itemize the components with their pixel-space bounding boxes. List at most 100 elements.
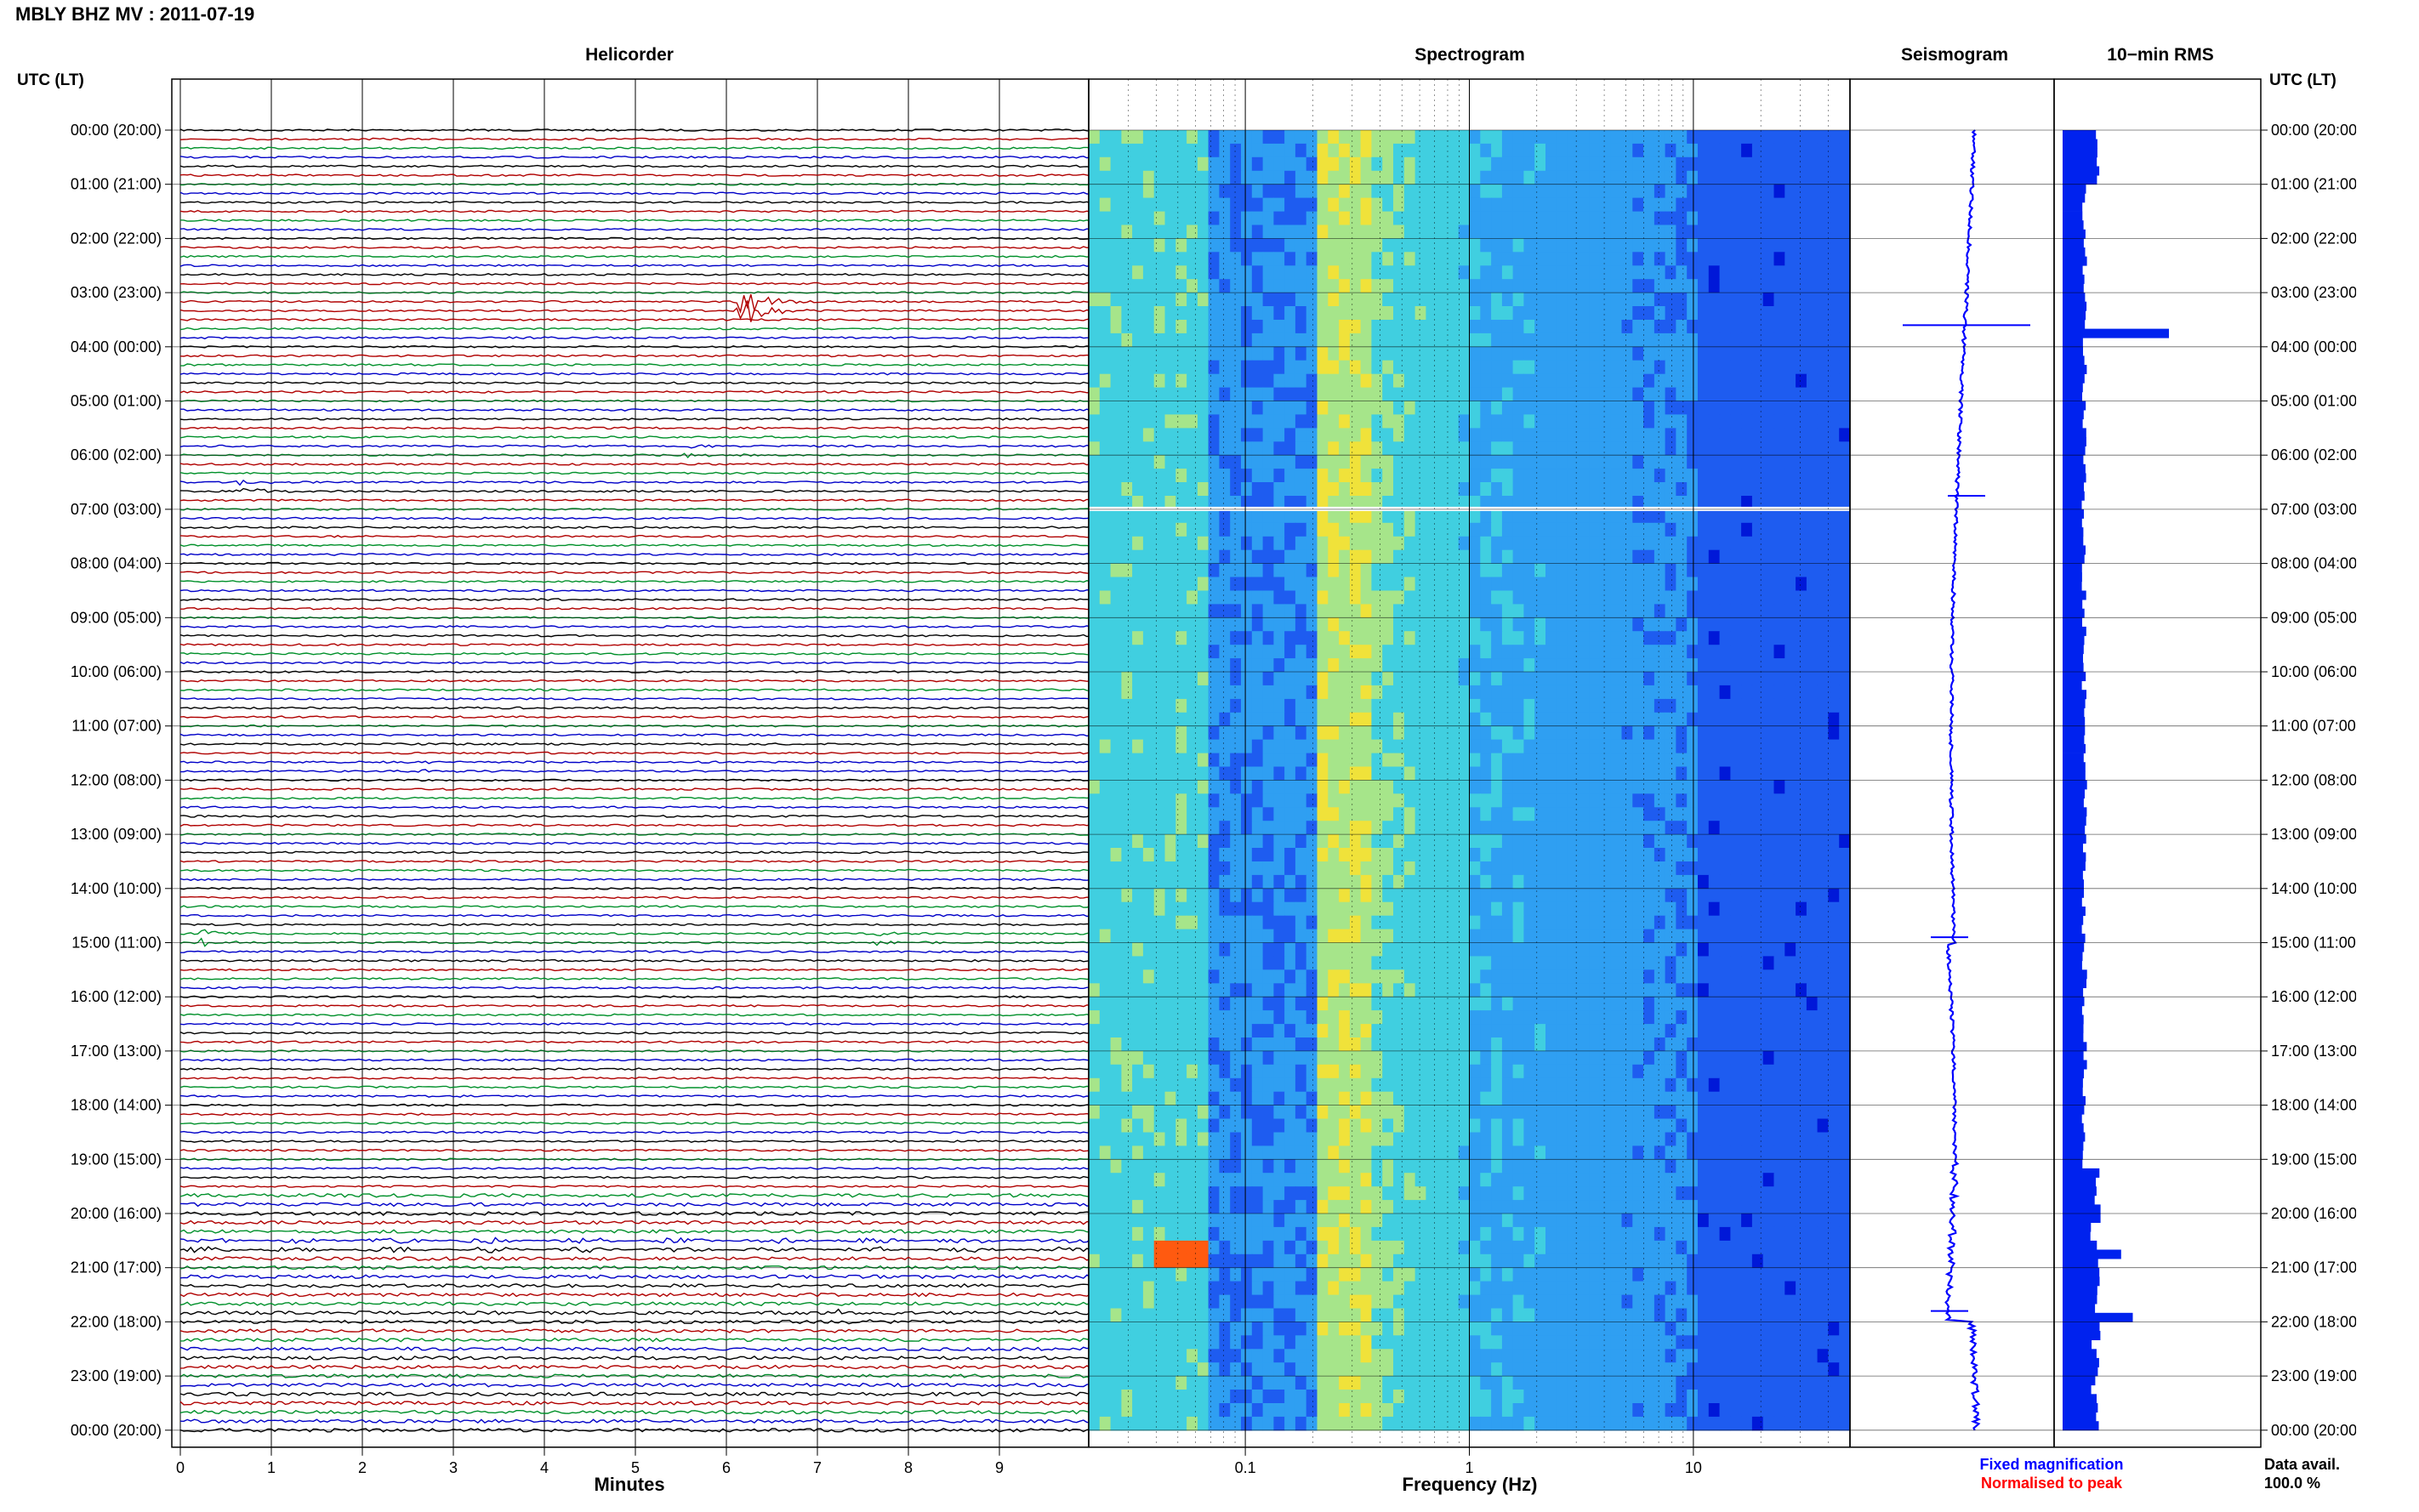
spectrogram-cell (1698, 197, 1710, 213)
spectrogram-cell (1589, 617, 1601, 632)
spectrogram-cell (1687, 373, 1699, 389)
spectrogram-cell (1610, 725, 1623, 741)
spectrogram-cell (1175, 333, 1187, 348)
spectrogram-cell (1317, 685, 1329, 700)
spectrogram-cell (1230, 739, 1242, 754)
spectrogram-cell (1273, 441, 1285, 456)
spectrogram-cell (1251, 225, 1264, 239)
spectrogram-cell (1610, 536, 1623, 551)
spectrogram-cell (1643, 211, 1655, 226)
spectrogram-cell (1142, 793, 1155, 808)
spectrogram-cell (1741, 780, 1753, 794)
spectrogram-cell (1197, 360, 1210, 375)
spectrogram-cell (1089, 333, 1101, 348)
spectrogram-cell (1187, 901, 1198, 917)
spectrogram-cell (1599, 766, 1612, 781)
spectrogram-cell (1164, 956, 1176, 970)
spectrogram-cell (1328, 1050, 1340, 1066)
helicorder-trace (179, 860, 1091, 863)
spectrogram-cell (1099, 590, 1112, 605)
spectrogram-cell (1219, 522, 1231, 537)
spectrogram-cell (1784, 604, 1796, 618)
spectrogram-cell (1480, 522, 1492, 537)
spectrogram-cell (1295, 401, 1307, 415)
spectrogram-cell (1241, 793, 1253, 808)
spectrogram-cell (1480, 414, 1492, 429)
spectrogram-cell (1491, 225, 1503, 239)
spectrogram-cell (1328, 346, 1340, 361)
spectrogram-cell (1447, 604, 1460, 618)
spectrogram-cell (1132, 645, 1144, 659)
spectrogram-cell (1371, 265, 1383, 280)
spectrogram-cell (1251, 645, 1264, 659)
spectrogram-cell (1208, 184, 1220, 199)
spectrogram-cell (1589, 698, 1601, 713)
spectrogram-cell (1796, 536, 1807, 551)
spectrogram-cell (1708, 346, 1721, 361)
spectrogram-cell (1741, 373, 1753, 389)
spectrogram-cell (1360, 725, 1372, 741)
spectrogram-cell (1719, 658, 1731, 673)
spectrogram-cell (1741, 184, 1753, 199)
spectrogram-cell (1187, 265, 1198, 280)
spectrogram-cell (1589, 834, 1601, 849)
spectrogram-cell (1589, 184, 1601, 199)
spectrogram-cell (1317, 130, 1329, 145)
spectrogram-cell (1480, 658, 1492, 673)
spectrogram-cell (1469, 279, 1481, 293)
spectrogram-cell (1610, 821, 1623, 835)
spectrogram-cell (1153, 821, 1166, 835)
spectrogram-cell (1730, 441, 1742, 456)
spectrogram-cell (1828, 577, 1840, 591)
spectrogram-cell (1437, 211, 1449, 226)
spectrogram-cell (1251, 441, 1264, 456)
spectrogram-cell (1599, 522, 1612, 537)
spectrogram-cell (1339, 320, 1351, 334)
spectrogram-cell (1099, 685, 1112, 700)
spectrogram-cell (1230, 496, 1242, 510)
spectrogram-cell (1403, 293, 1416, 307)
spectrogram-cell (1262, 929, 1274, 944)
spectrogram-cell (1708, 590, 1721, 605)
spectrogram-cell (1262, 1010, 1274, 1025)
spectrogram-cell (1632, 469, 1644, 483)
spectrogram-cell (1480, 197, 1492, 213)
spectrogram-cell (1556, 766, 1568, 781)
spectrogram-cell (1437, 522, 1449, 537)
spectrogram-cell (1414, 712, 1426, 727)
spectrogram-cell (1469, 807, 1481, 821)
spectrogram-cell (1132, 279, 1144, 293)
spectrogram-cell (1687, 753, 1699, 768)
spectrogram-cell (1132, 739, 1144, 754)
spectrogram-cell (1523, 956, 1535, 970)
spectrogram-cell (1273, 645, 1285, 659)
spectrogram-cell (1230, 780, 1242, 794)
spectrogram-cell (1414, 1050, 1426, 1066)
spectrogram-cell (1708, 441, 1721, 456)
spectrogram-cell (1621, 563, 1633, 578)
spectrogram-cell (1208, 143, 1220, 158)
spectrogram-cell (1197, 509, 1210, 524)
spectrogram-cell (1773, 780, 1785, 794)
spectrogram-cell (1523, 915, 1535, 930)
spectrogram-cell (1828, 725, 1840, 741)
spectrogram-cell (1567, 225, 1579, 239)
spectrogram-cell (1284, 130, 1296, 145)
spectrogram-cell (1469, 631, 1481, 645)
spectrogram-cell (1512, 874, 1524, 890)
helicorder-trace (179, 1229, 1091, 1235)
spectrogram-cell (1556, 225, 1568, 239)
spectrogram-cell (1698, 360, 1710, 375)
spectrogram-cell (1610, 414, 1623, 429)
spectrogram-cell (1632, 346, 1644, 361)
spectrogram-cell (1132, 469, 1144, 483)
spectrogram-cell (1197, 874, 1210, 890)
spectrogram-cell (1414, 915, 1426, 930)
spectrogram-cell (1730, 685, 1742, 700)
spectrogram-cell (1730, 279, 1742, 293)
spectrogram-cell (1512, 265, 1524, 280)
spectrogram-cell (1534, 143, 1546, 158)
spectrogram-cell (1295, 156, 1307, 172)
spectrogram-cell (1426, 563, 1437, 578)
spectrogram-cell (1349, 888, 1362, 903)
